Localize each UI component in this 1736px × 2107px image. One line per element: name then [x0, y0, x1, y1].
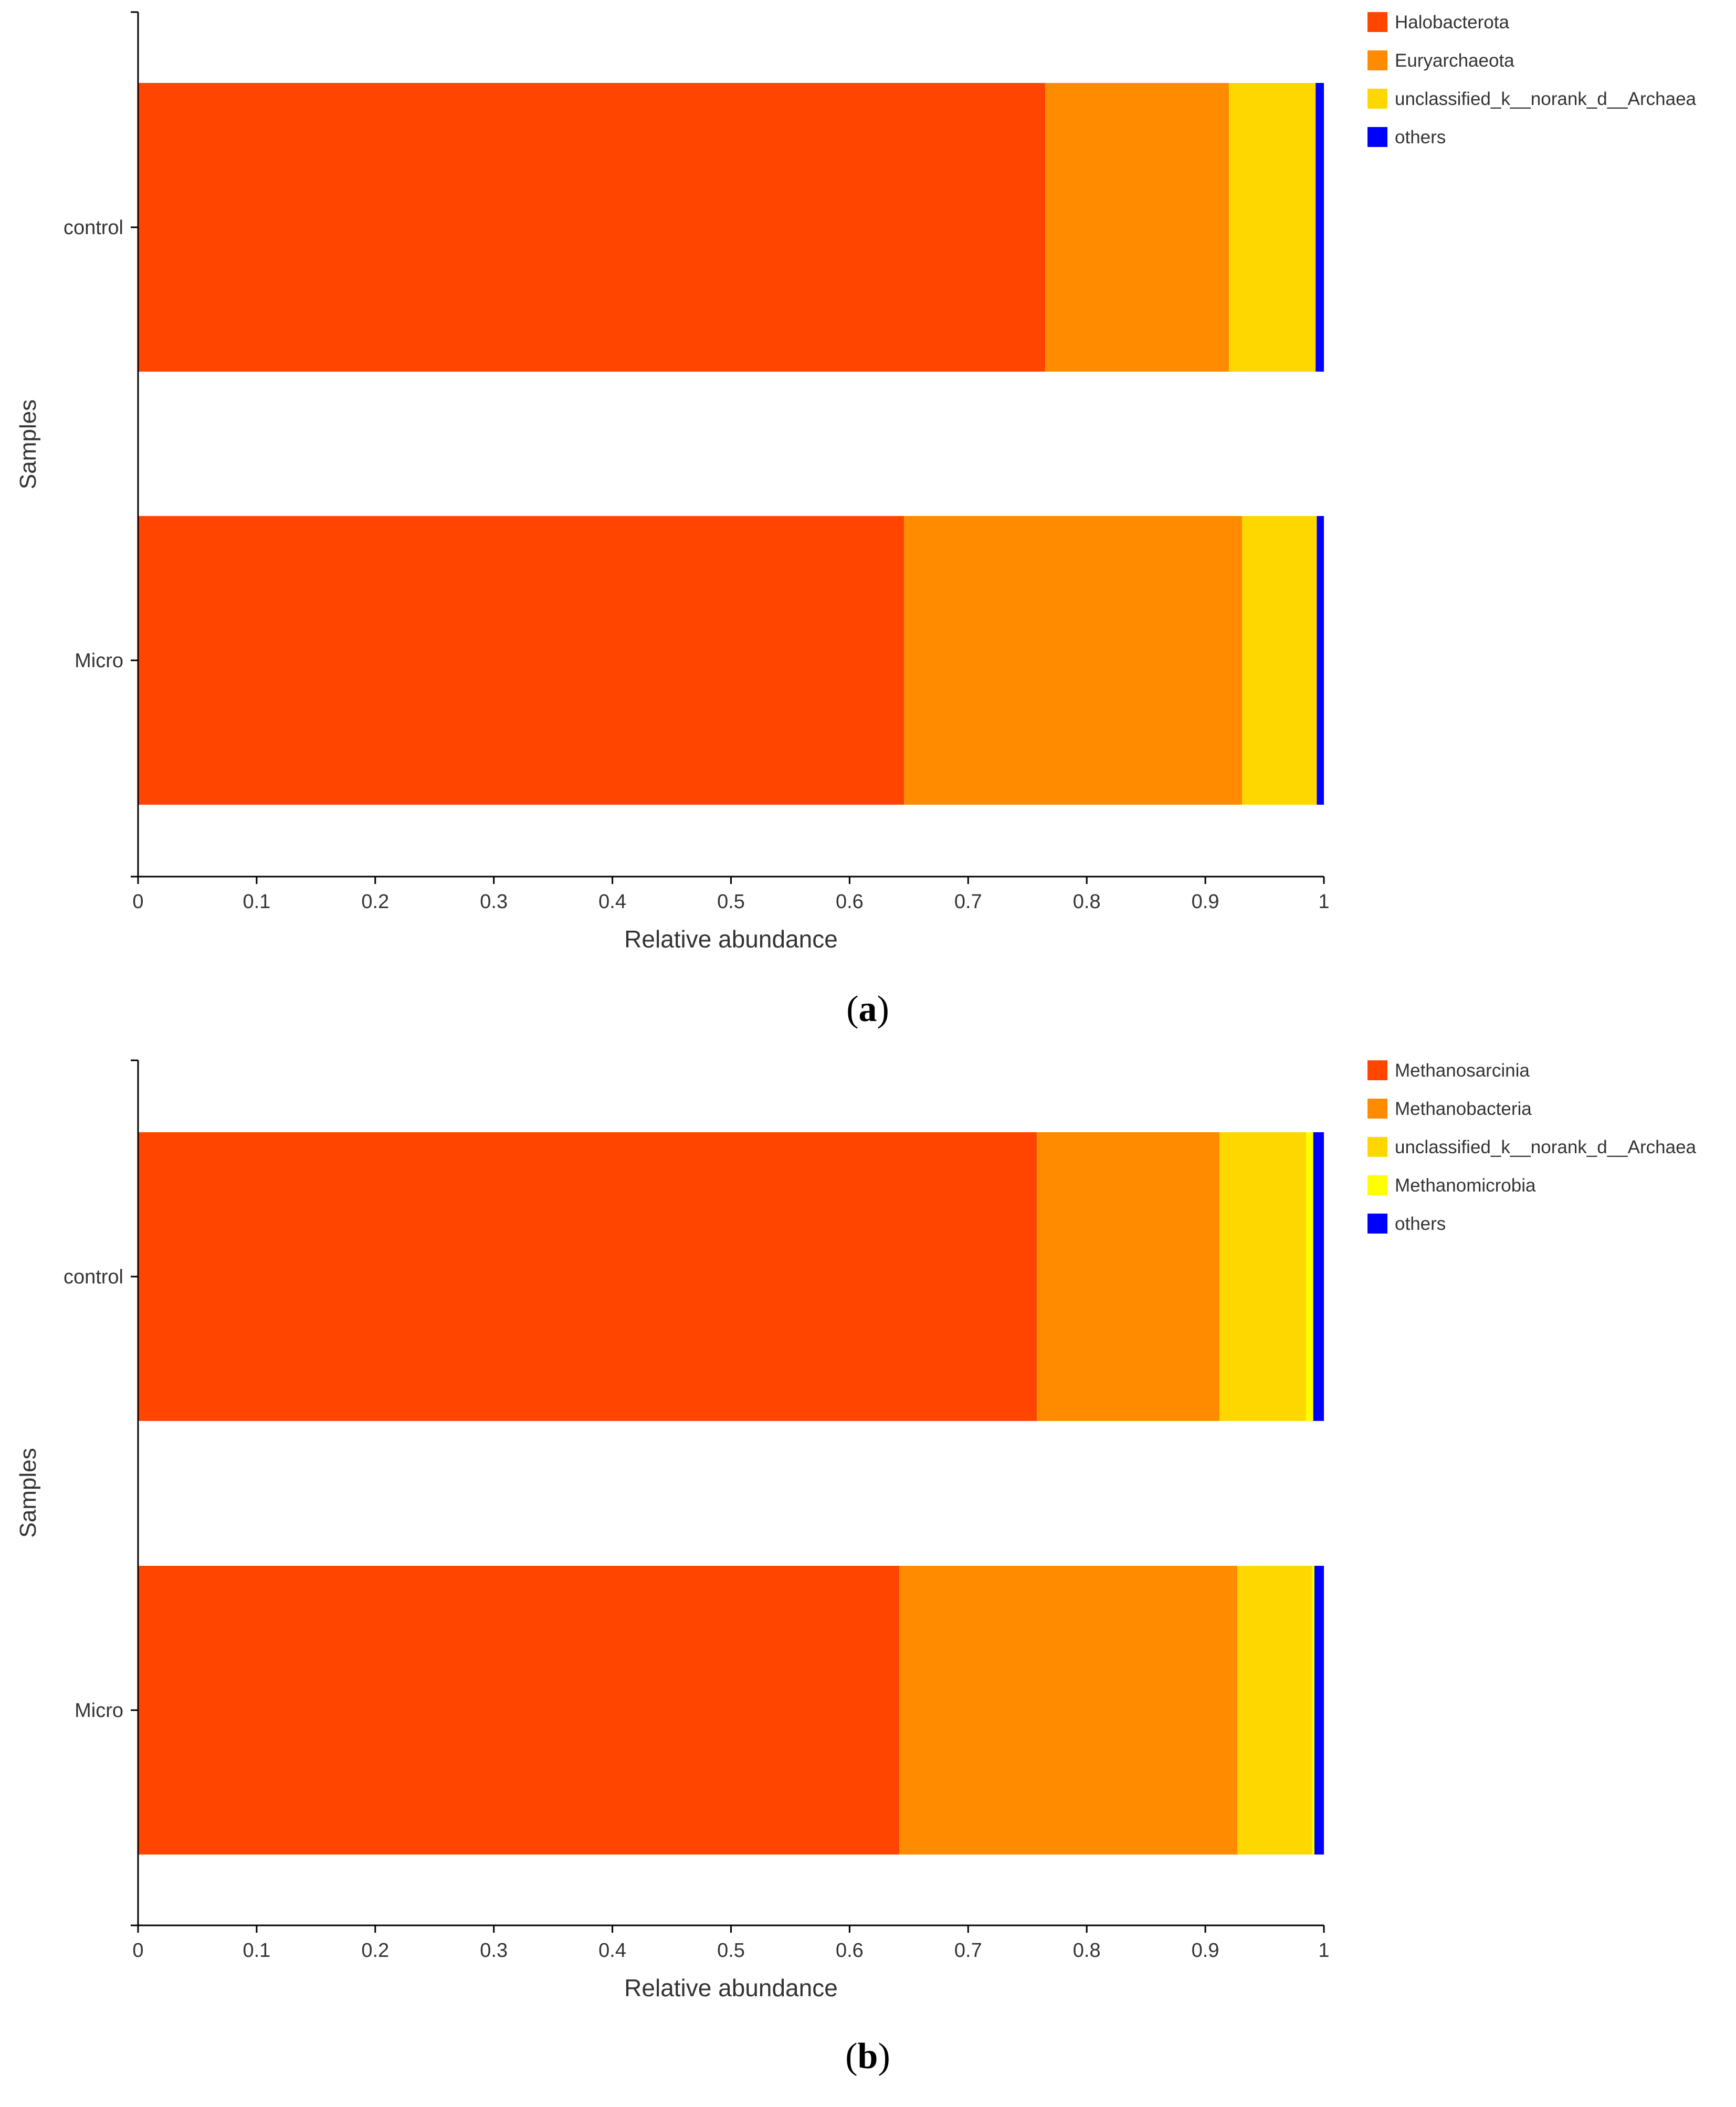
bar-segment-control-2 [1229, 83, 1316, 372]
legend-swatch-1 [1367, 50, 1387, 70]
panel-label-wrapper: (b) [845, 2036, 890, 2077]
bar-segment-micro-1 [899, 1566, 1238, 1855]
panel-label-close-paren: ) [878, 2036, 890, 2077]
legend-label-1: Methanobacteria [1395, 1099, 1532, 1119]
bar-segment-control-3 [1316, 83, 1324, 372]
legend-swatch-0 [1367, 1060, 1387, 1080]
x-tick-label-3: 0.3 [480, 1940, 508, 1962]
bar-segment-control-3 [1306, 1132, 1313, 1421]
panel-label-open-paren: ( [845, 2036, 857, 2077]
x-tick-label-5: 0.5 [717, 891, 745, 913]
x-tick-label-5: 0.5 [717, 1940, 745, 1962]
x-tick-label-1: 0.1 [243, 891, 270, 913]
panel-a: control Micro Samples 0 0.1 0.2 0.3 0.4 0.5 0.6 0.… [15, 11, 1697, 1029]
legend-label-0: Methanosarcinia [1395, 1060, 1530, 1081]
bar-segment-micro-4 [1314, 1566, 1324, 1855]
y-axis-title: Samples [15, 399, 41, 489]
bar-segment-control-0 [138, 83, 1046, 372]
y-tick-label-micro: Micro [75, 1700, 123, 1722]
x-tick-label-9: 0.9 [1192, 1940, 1219, 1962]
legend-swatch-4 [1367, 1214, 1387, 1234]
panel-label-open-paren: ( [846, 989, 858, 1029]
bar-segment-micro-3 [1317, 516, 1324, 805]
legend-label-4: others [1395, 1214, 1446, 1234]
x-tick-label-0: 0 [132, 891, 143, 913]
legend-swatch-2 [1367, 89, 1387, 109]
x-tick-label-8: 0.8 [1073, 891, 1101, 913]
x-tick-label-6: 0.6 [836, 1940, 864, 1962]
bar-segment-control-1 [1045, 83, 1229, 372]
legend-label-2: unclassified_k__norank_d__Archaea [1395, 89, 1697, 109]
legend-swatch-2 [1367, 1137, 1387, 1157]
bar-segment-control-2 [1219, 1132, 1307, 1421]
x-tick-label-10: 1 [1318, 1940, 1329, 1962]
legend-label-2: unclassified_k__norank_d__Archaea [1395, 1137, 1697, 1157]
legend-swatch-1 [1367, 1099, 1387, 1119]
panel-label-wrapper: (a) [846, 989, 889, 1029]
legend-swatch-3 [1367, 1175, 1387, 1195]
x-tick-label-9: 0.9 [1192, 891, 1219, 913]
bar-segment-micro-2 [1237, 1566, 1312, 1855]
x-axis-title: Relative abundance [624, 1974, 838, 2001]
legend-label-0: Halobacterota [1395, 12, 1509, 33]
bar-segment-control-4 [1313, 1132, 1324, 1421]
panel-b: control Micro Samples 0 0.1 0.2 0.3 0.4 0.5 0.6 0.… [15, 1059, 1697, 2077]
x-tick-label-4: 0.4 [598, 1940, 626, 1962]
y-axis-title: Samples [15, 1448, 41, 1537]
x-tick-label-10: 1 [1318, 891, 1329, 913]
x-axis-title: Relative abundance [624, 925, 838, 953]
x-tick-label-2: 0.2 [361, 891, 389, 913]
bar-segment-micro-2 [1242, 516, 1317, 805]
bar-segment-micro-0 [138, 1566, 900, 1855]
legend-label-1: Euryarchaeota [1395, 50, 1514, 71]
bar-segment-control-0 [138, 1132, 1037, 1421]
bar-segment-control-1 [1037, 1132, 1220, 1421]
legend-swatch-3 [1367, 127, 1387, 147]
bar-segment-micro-1 [904, 516, 1243, 805]
bar-segment-micro-0 [138, 516, 904, 805]
panel-label-letter: b [858, 2036, 878, 2077]
legend-label-3: Methanomicrobia [1395, 1175, 1536, 1196]
x-tick-label-0: 0 [132, 1940, 143, 1962]
legend-swatch-0 [1367, 12, 1387, 32]
x-tick-label-7: 0.7 [954, 891, 982, 913]
legend-label-3: others [1395, 127, 1446, 148]
y-tick-label-control: control [64, 1266, 123, 1288]
x-tick-label-8: 0.8 [1073, 1940, 1101, 1962]
x-tick-label-2: 0.2 [361, 1940, 389, 1962]
panel-label-letter: a [859, 989, 877, 1029]
x-tick-label-6: 0.6 [836, 891, 864, 913]
panel-label-close-paren: ) [877, 989, 889, 1029]
x-tick-label-7: 0.7 [954, 1940, 982, 1962]
y-tick-label-micro: Micro [75, 650, 123, 672]
x-tick-label-1: 0.1 [243, 1940, 270, 1962]
bar-segment-micro-3 [1312, 1566, 1314, 1855]
x-tick-label-4: 0.4 [598, 891, 626, 913]
x-tick-label-3: 0.3 [480, 891, 508, 913]
y-tick-label-control: control [64, 217, 123, 239]
